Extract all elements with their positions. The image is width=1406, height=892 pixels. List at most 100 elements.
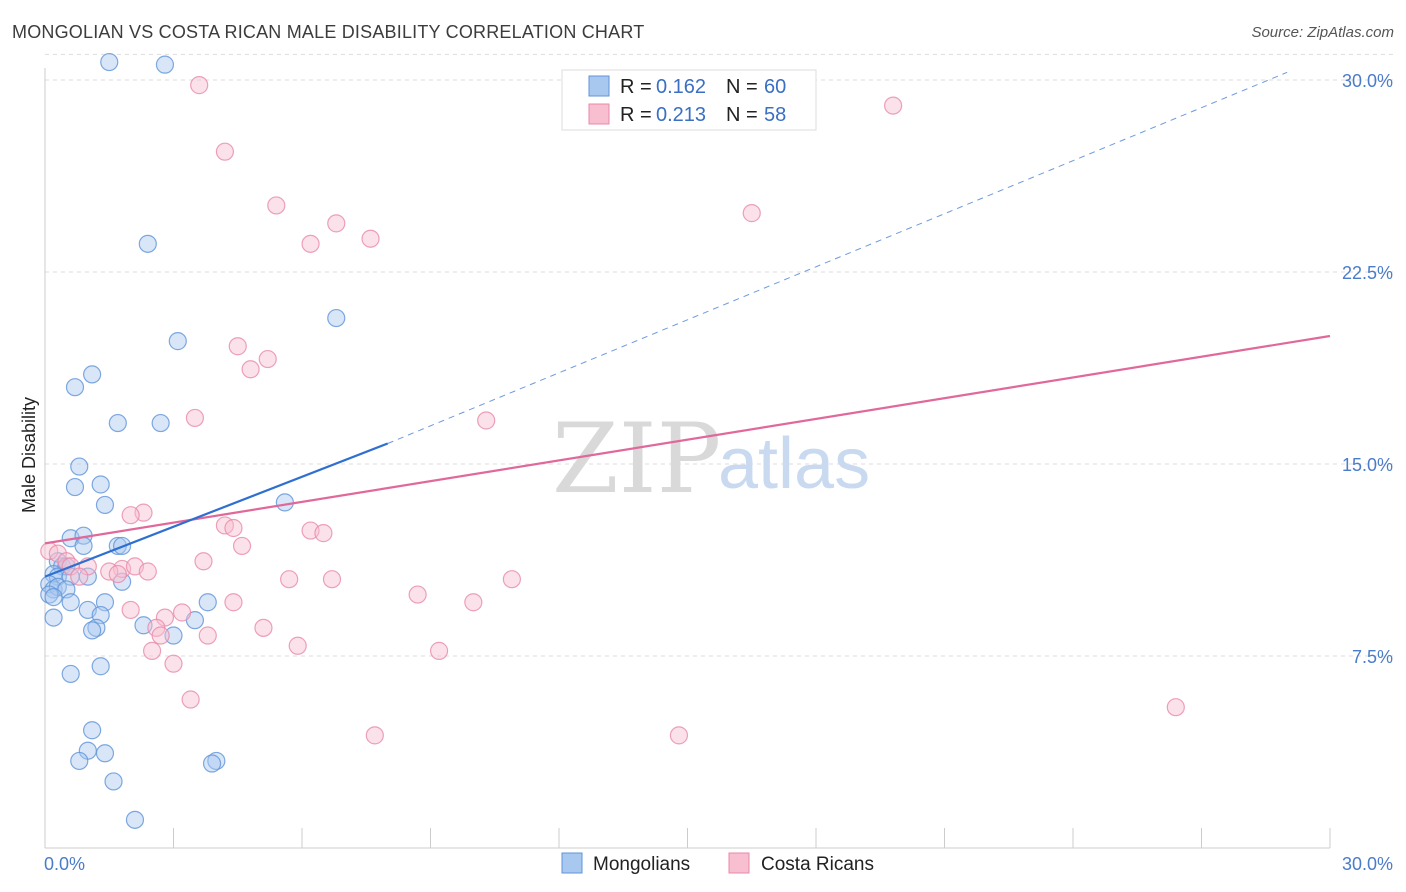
costa-ricans-point <box>327 214 346 233</box>
series-legend: Mongolians Costa Ricans <box>561 852 874 875</box>
mongolians-points <box>40 52 346 829</box>
mongolians-point <box>61 664 80 684</box>
series-legend-label-costa-ricans: Costa Ricans <box>761 854 874 875</box>
costa-ricans-point <box>224 593 243 612</box>
costa-ricans-points <box>40 70 1185 745</box>
mongolians-point <box>327 308 346 328</box>
watermark-atlas: atlas <box>718 424 870 504</box>
costa-ricans-point <box>70 567 89 586</box>
costa-ricans-point <box>142 641 162 660</box>
chart-title: MONGOLIAN VS COSTA RICAN MALE DISABILITY… <box>12 22 645 42</box>
costa-ricans-point <box>194 552 213 571</box>
mongolians-trend-line <box>44 442 389 578</box>
mongolians-point <box>202 754 222 773</box>
mongolians-point <box>70 751 89 771</box>
mongolians-point <box>104 772 123 791</box>
costa-ricans-point <box>408 585 427 604</box>
mongolians-point <box>61 593 80 612</box>
mongolians-point <box>95 495 115 515</box>
y-tick-label: 7.5% <box>1352 647 1393 667</box>
mongolians-point <box>95 744 115 763</box>
mongolians-point <box>275 493 294 512</box>
mongolians-point <box>108 413 127 433</box>
costa-ricans-point <box>288 636 307 655</box>
costa-ricans-point <box>464 593 483 612</box>
legend-n-value: 58 <box>764 104 786 126</box>
mongolians-point <box>74 536 93 556</box>
mongolians-point <box>125 810 145 829</box>
mongolians-point <box>164 626 183 645</box>
mongolians-point <box>44 608 63 627</box>
costa-ricans-point <box>669 726 689 745</box>
source-credit: Source: ZipAtlas.com <box>1251 24 1394 41</box>
mongolians-point <box>91 657 110 676</box>
x-tick-label-max: 30.0% <box>1342 854 1393 874</box>
mongolians-point <box>100 52 119 72</box>
costa-ricans-point <box>1166 698 1185 717</box>
costa-ricans-point <box>185 408 205 428</box>
legend-r-value: 0.213 <box>656 104 706 126</box>
legend-swatch-costa-ricans <box>588 103 610 125</box>
costa-ricans-point <box>883 96 903 115</box>
legend-r-label: R = <box>620 104 652 126</box>
costa-ricans-point <box>477 411 496 430</box>
costa-ricans-point <box>108 564 127 584</box>
y-axis-label: Male Disability <box>19 397 39 513</box>
y-tick-label: 15.0% <box>1342 455 1393 475</box>
stats-legend: R = 0.162 N = 60 R = 0.213 N = 58 <box>561 69 817 131</box>
costa-ricans-point <box>361 229 380 248</box>
y-tick-labels: 7.5% 15.0% 22.5% 30.0% <box>1342 71 1393 667</box>
costa-ricans-point <box>322 570 342 589</box>
mongolians-point <box>83 365 102 384</box>
costa-ricans-point <box>164 654 183 673</box>
mongolians-point <box>198 593 217 612</box>
x-tick-label-min: 0.0% <box>44 854 85 874</box>
y-tick-label: 30.0% <box>1342 71 1393 91</box>
costa-ricans-point <box>172 603 192 622</box>
costa-ricans-point <box>301 234 320 253</box>
watermark-zip: ZIP <box>552 403 721 515</box>
mongolians-point <box>91 475 110 494</box>
costa-ricans-point <box>502 570 521 589</box>
mongolians-point <box>155 55 175 74</box>
costa-ricans-point <box>429 641 449 660</box>
costa-ricans-point <box>742 204 761 223</box>
costa-ricans-point <box>181 690 200 709</box>
mongolians-point <box>70 457 89 476</box>
costa-ricans-point <box>198 626 217 645</box>
mongolians-point <box>65 378 85 397</box>
series-legend-swatch-costa-ricans <box>728 852 750 874</box>
series-legend-label-mongolians: Mongolians <box>593 854 690 875</box>
costa-ricans-point <box>267 196 286 215</box>
gridlines <box>45 53 1395 657</box>
costa-ricans-point <box>280 570 299 589</box>
watermark: ZIP atlas <box>552 403 870 515</box>
costa-ricans-point <box>228 337 247 356</box>
costa-ricans-point <box>138 562 157 581</box>
mongolians-point <box>44 588 63 607</box>
costa-ricans-point <box>258 349 277 369</box>
mongolians-point <box>168 332 187 351</box>
costa-ricans-point <box>190 76 209 95</box>
mongolians-trend-extension <box>387 71 1288 444</box>
costa-ricans-point <box>121 506 140 525</box>
legend-swatch-mongolians <box>588 75 610 97</box>
mongolians-point <box>138 234 157 253</box>
costa-ricans-point <box>232 536 252 556</box>
series-legend-swatch-mongolians <box>561 852 583 874</box>
costa-ricans-point <box>314 524 333 543</box>
costa-ricans-point <box>241 360 260 379</box>
mongolians-point <box>65 477 85 497</box>
y-tick-label: 22.5% <box>1342 263 1393 283</box>
costa-ricans-point <box>121 600 140 620</box>
legend-n-label: N = <box>726 76 758 98</box>
trend-lines <box>44 71 1331 578</box>
legend-r-value: 0.162 <box>656 76 706 98</box>
costa-ricans-point <box>365 726 384 745</box>
costa-ricans-point <box>215 142 234 161</box>
mongolians-point <box>83 621 102 640</box>
mongolians-point <box>83 721 102 740</box>
mongolians-point <box>151 413 170 433</box>
costa-ricans-point <box>224 518 243 538</box>
